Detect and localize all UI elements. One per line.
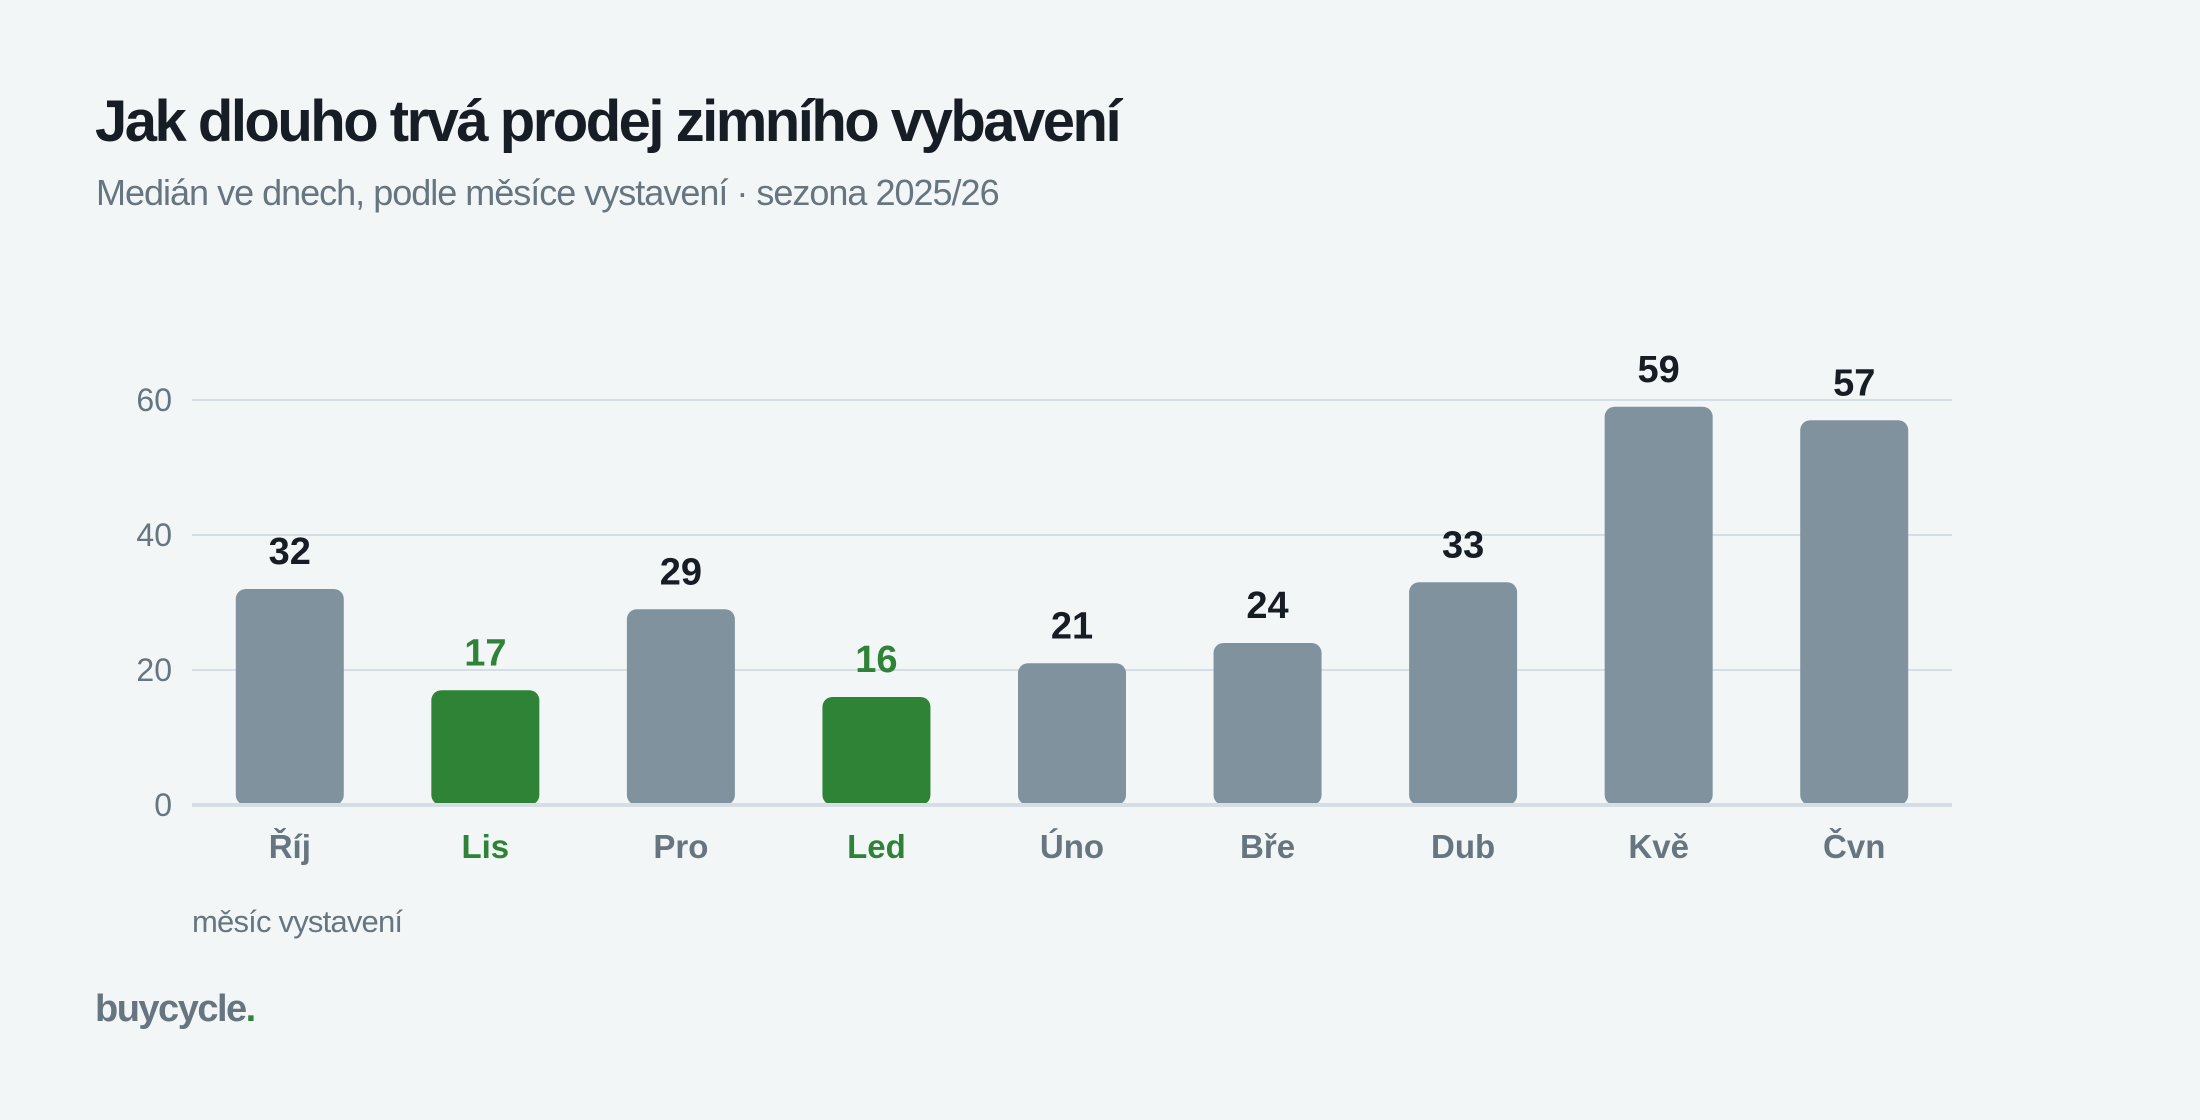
value-label-4: 21 bbox=[1051, 605, 1093, 647]
bar-6 bbox=[1409, 582, 1518, 805]
y-tick-label: 40 bbox=[136, 517, 172, 553]
value-label-3: 16 bbox=[855, 639, 897, 681]
chart-title: Jak dlouho trvá prodej zimního vybavení bbox=[95, 89, 1122, 154]
value-labels: 32 17 29 16 21 24 33 59 57 bbox=[269, 349, 1876, 681]
value-label-2: 29 bbox=[660, 551, 702, 593]
x-tick-label-4: Úno bbox=[1040, 828, 1104, 865]
x-axis-label: měsíc vystavení bbox=[192, 904, 403, 939]
bar-0 bbox=[235, 589, 344, 805]
brand-dot: . bbox=[245, 988, 257, 1030]
x-tick-label-5: Bře bbox=[1240, 828, 1295, 865]
brand-name: buycycle bbox=[95, 988, 247, 1030]
value-label-7: 59 bbox=[1638, 349, 1680, 391]
value-label-1: 17 bbox=[464, 632, 506, 674]
bar-3 bbox=[822, 697, 931, 805]
x-axis-ticks: Říj Lis Pro Led Úno Bře Dub Kvě Čvn bbox=[269, 827, 1886, 865]
x-tick-label-3: Led bbox=[847, 828, 906, 865]
x-tick-label-7: Kvě bbox=[1628, 828, 1689, 865]
x-tick-label-6: Dub bbox=[1431, 828, 1495, 865]
y-tick-label: 20 bbox=[136, 652, 172, 688]
y-tick-label: 60 bbox=[136, 382, 172, 418]
x-tick-label-2: Pro bbox=[653, 828, 708, 865]
y-axis-ticks: 0 20 40 60 bbox=[136, 382, 172, 823]
bar-1 bbox=[431, 690, 540, 805]
bar-4 bbox=[1018, 663, 1126, 805]
bar-chart: 0 20 40 60 32 17 29 16 21 24 33 59 57 Říj Lis Pro Led Ú… bbox=[136, 349, 1952, 939]
y-tick-label: 0 bbox=[154, 787, 172, 823]
x-tick-label-1: Lis bbox=[461, 828, 509, 865]
bars bbox=[235, 406, 1909, 805]
bar-7 bbox=[1604, 406, 1713, 805]
value-label-8: 57 bbox=[1833, 362, 1875, 404]
brand-logo: buycycle. bbox=[95, 988, 257, 1031]
bar-5 bbox=[1213, 643, 1322, 805]
x-tick-label-0: Říj bbox=[269, 828, 311, 865]
x-tick-label-8: Čvn bbox=[1823, 827, 1885, 865]
bar-8 bbox=[1800, 420, 1909, 805]
chart-subtitle: Medián ve dnech, podle měsíce vystavení … bbox=[96, 172, 1000, 213]
value-label-0: 32 bbox=[269, 531, 311, 573]
value-label-5: 24 bbox=[1246, 585, 1288, 627]
value-label-6: 33 bbox=[1442, 524, 1484, 566]
bar-2 bbox=[626, 609, 735, 805]
